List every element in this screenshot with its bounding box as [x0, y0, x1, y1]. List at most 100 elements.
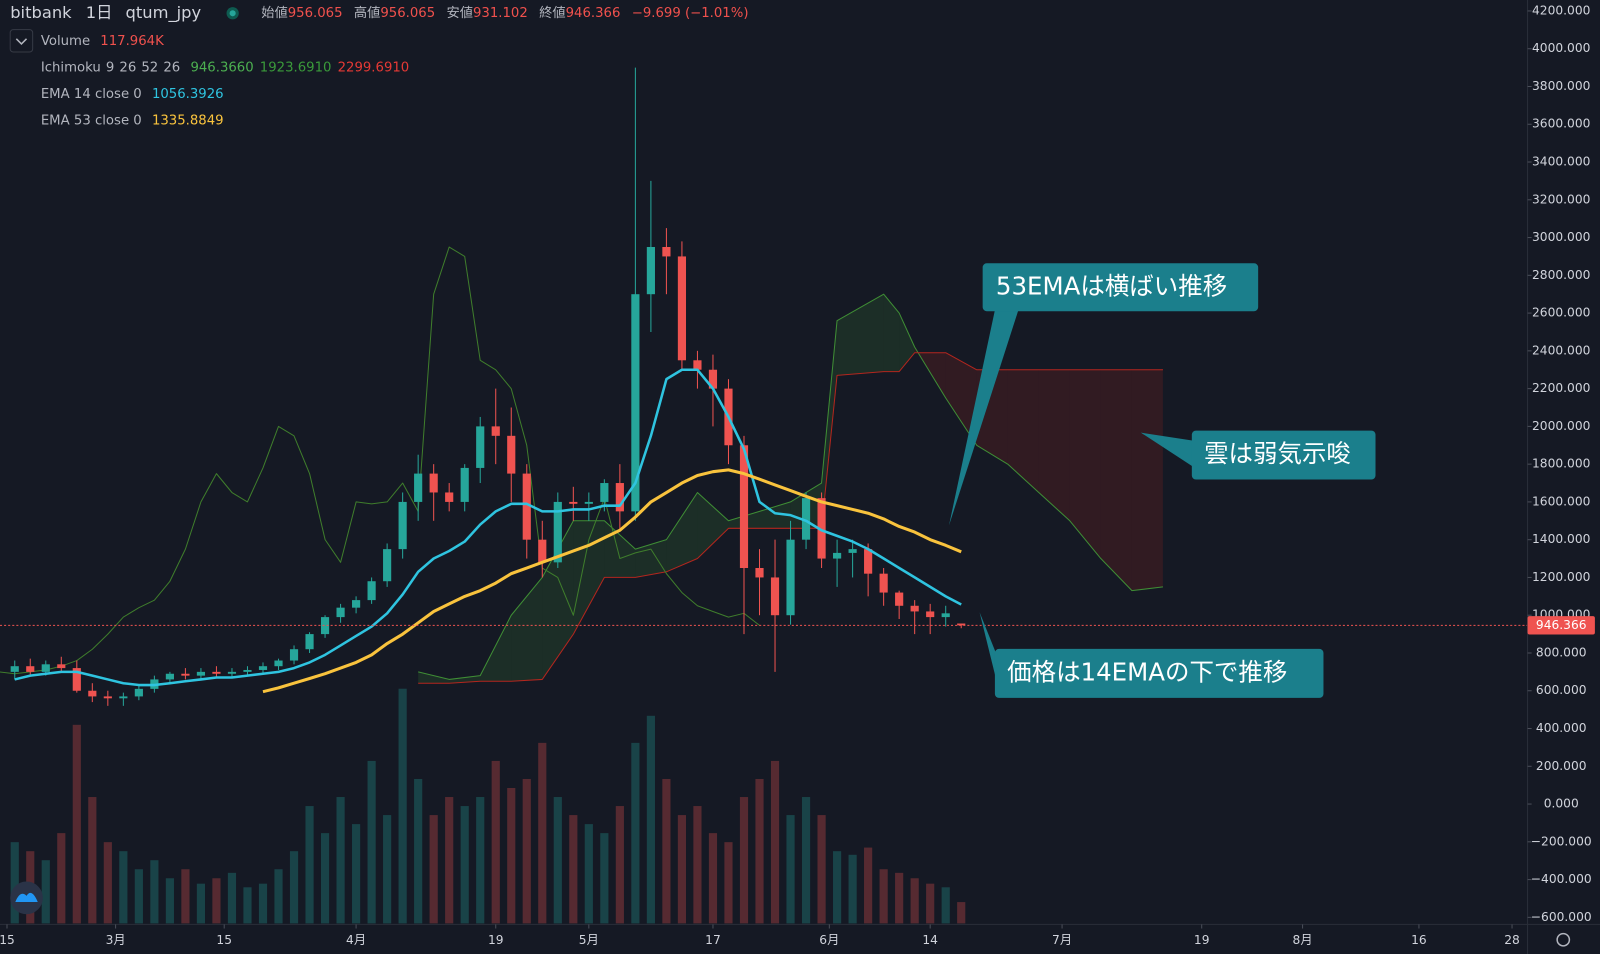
cloud-fill [1069, 369, 1101, 559]
param: 52 [141, 60, 158, 75]
volume-bar [119, 851, 128, 924]
volume-bar [383, 815, 392, 924]
header: bitbank 1日 qtum_jpy 始値956.065 高値956.065 … [10, 3, 748, 23]
volume-bar [320, 833, 330, 924]
y-tick-label: 1600.000 [1532, 494, 1590, 508]
y-tick-label: 400.000 [1536, 721, 1587, 735]
cloud-fill [883, 294, 900, 372]
volume-bar [88, 797, 97, 924]
candle-body [336, 607, 345, 618]
x-tick-label: 7月 [1052, 933, 1072, 947]
volume-bar [646, 715, 655, 924]
param: 9 [106, 60, 114, 75]
y-tick-label: 1800.000 [1532, 457, 1590, 471]
y-tick-label: 2200.000 [1532, 381, 1590, 395]
x-tick-label: 6月 [819, 933, 839, 947]
volume-bar [848, 854, 857, 924]
y-tick-label: −600.000 [1531, 910, 1592, 924]
candle-body [414, 473, 423, 502]
legend-value: 1056.3926 [152, 87, 224, 102]
candle-body [72, 668, 81, 691]
cloud-fill [697, 492, 729, 559]
candle-body [491, 426, 500, 436]
volume-bar [708, 833, 718, 924]
candle-body [879, 573, 888, 593]
cloud-fill [821, 320, 838, 529]
settings-icon[interactable] [1556, 932, 1571, 947]
candle-body [41, 664, 50, 672]
x-tick-label: 19 [488, 933, 504, 947]
volume-bar [243, 887, 252, 924]
candle-body [615, 483, 624, 512]
legend-value: 1335.8849 [152, 113, 224, 128]
low-value: 931.102 [473, 6, 528, 21]
volume-bar [817, 815, 826, 924]
span-a [418, 293, 1164, 680]
volume-bar [584, 824, 593, 924]
volume-bar [445, 797, 454, 924]
x-tick-label: 4月 [346, 933, 366, 947]
candle-body [755, 568, 764, 578]
ema-legend: EMA 53 close 0 1335.8849 [41, 113, 224, 128]
open-value: 956.065 [288, 6, 343, 21]
volume-bar [72, 724, 81, 924]
low-label: 安値 [446, 5, 473, 21]
legend-name: Volume [41, 34, 90, 49]
candle-body [476, 426, 485, 468]
y-tick-label: 3600.000 [1532, 117, 1590, 131]
param: 26 [163, 60, 180, 75]
candle-body [289, 649, 299, 661]
volume-bar [879, 869, 888, 924]
candle-body [181, 673, 190, 676]
cloud-fill [1007, 369, 1039, 493]
volume-bar [538, 742, 547, 924]
param: 26 [119, 60, 136, 75]
volume-bar [600, 833, 609, 924]
price-axis [1527, 0, 1600, 954]
candle-body [10, 666, 19, 672]
legend-value: 2299.6910 [338, 60, 410, 75]
callout-text: 価格は14EMAの下で推移 [1007, 657, 1287, 686]
candle-body [227, 671, 237, 674]
y-tick-label: −200.000 [1531, 834, 1592, 848]
y-tick-label: 1200.000 [1532, 570, 1590, 584]
y-tick-label: 1400.000 [1532, 532, 1590, 546]
volume-bar [724, 842, 733, 924]
candle-body [864, 549, 873, 574]
legend-name: Ichimoku [41, 60, 101, 75]
volume-bar [786, 815, 795, 924]
legend-name: EMA 53 close 0 [41, 113, 142, 128]
y-tick-label: 4200.000 [1532, 3, 1590, 17]
volume-bar [662, 778, 671, 924]
y-tick-label: 3000.000 [1532, 230, 1590, 244]
candle-body [817, 498, 826, 559]
volume-bar [476, 797, 485, 924]
price-badge [1527, 616, 1595, 635]
candle-body [445, 492, 454, 502]
x-tick-label: 19 [1194, 933, 1210, 947]
candle-body [801, 498, 811, 540]
candle-body [662, 246, 671, 257]
volume-bar [414, 778, 423, 924]
volume-bar [941, 887, 950, 924]
candle-body [600, 483, 609, 502]
cloud-fill [666, 492, 698, 572]
candle-body [320, 617, 330, 635]
volume-bar [631, 742, 640, 924]
collapse-button[interactable] [9, 29, 34, 53]
candle-body [538, 539, 547, 563]
candle-body [367, 581, 376, 601]
plot-area [0, 67, 1528, 924]
interval: 1日 [86, 3, 113, 22]
cloud-fill [1131, 369, 1163, 591]
cloud-fill [1038, 369, 1070, 521]
volume-bar [755, 778, 764, 924]
candle-body [770, 577, 780, 616]
y-tick-label: 2600.000 [1532, 306, 1590, 320]
candle-body [212, 671, 221, 674]
legend-value: 117.964K [100, 34, 164, 49]
candle-body [134, 688, 143, 697]
candle-body [460, 467, 469, 502]
callout-text: 雲は弱気示唆 [1204, 439, 1351, 468]
candle-body [507, 435, 516, 474]
